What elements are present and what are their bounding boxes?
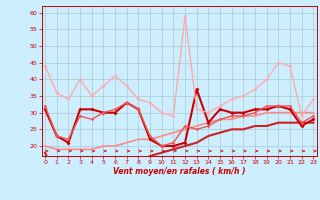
X-axis label: Vent moyen/en rafales ( km/h ): Vent moyen/en rafales ( km/h ) [113, 167, 245, 176]
